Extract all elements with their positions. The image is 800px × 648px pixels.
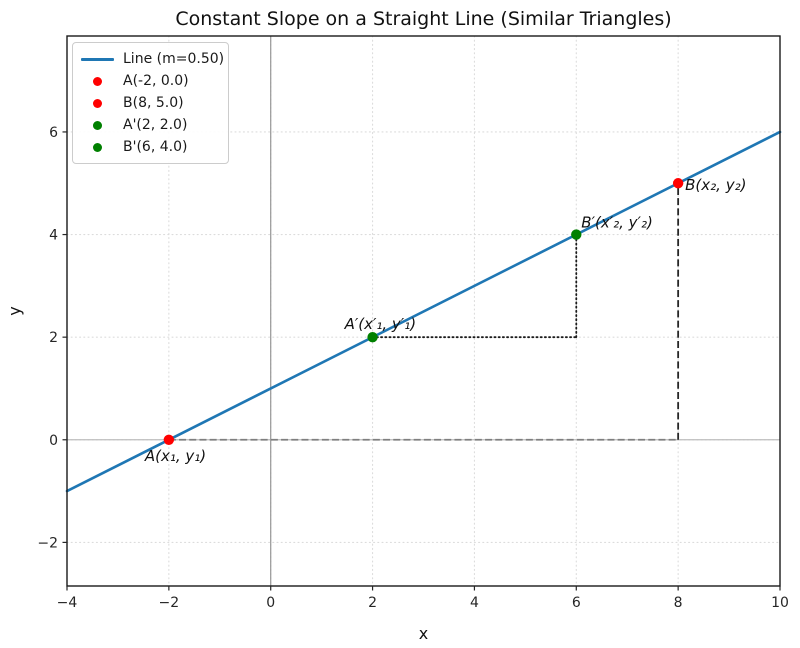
- y-tick-label: 4: [49, 228, 58, 244]
- legend-label: Line (m=0.50): [123, 51, 225, 67]
- legend-row: Line (m=0.50): [79, 48, 224, 70]
- point-annotation: A(x₁, y₁): [144, 447, 206, 465]
- y-axis-label: y: [5, 306, 24, 315]
- dot-swatch: [93, 120, 102, 130]
- legend-label: A(-2, 0.0): [123, 73, 189, 89]
- x-tick-label: 0: [266, 595, 275, 611]
- legend-dot-icon: [79, 142, 116, 152]
- slope-line: [65, 130, 782, 493]
- legend: Line (m=0.50) A(-2, 0.0) B(8, 5.0) A'(2, 2.…: [72, 42, 229, 164]
- legend-label: B(8, 5.0): [123, 95, 184, 111]
- x-tick-label: 6: [572, 595, 581, 611]
- y-tick-label: −2: [37, 535, 58, 551]
- y-tick-label: 2: [49, 330, 58, 346]
- point-annotation: B′(x′₂, y′₂): [581, 214, 653, 232]
- y-tick-label: 0: [49, 433, 58, 449]
- legend-line-icon: [79, 57, 116, 61]
- point-marker: [163, 434, 175, 445]
- x-tick-label: −2: [159, 595, 180, 611]
- legend-row: A'(2, 2.0): [79, 114, 220, 136]
- dot-swatch: [93, 98, 102, 108]
- legend-label: B'(6, 4.0): [123, 139, 188, 155]
- point-annotation: B(x₂, y₂): [685, 176, 746, 194]
- legend-row: A(-2, 0.0): [79, 70, 220, 92]
- x-tick-label: 2: [368, 595, 377, 611]
- point-marker: [672, 178, 684, 189]
- x-tick-label: 8: [674, 595, 683, 611]
- legend-label: A'(2, 2.0): [123, 117, 188, 133]
- point-marker: [367, 331, 378, 343]
- dot-swatch: [93, 142, 102, 152]
- point-annotation: A′(x′₁, y′₁): [344, 315, 417, 333]
- x-tick-label: 4: [470, 595, 479, 611]
- dot-swatch: [93, 76, 102, 86]
- legend-dot-icon: [79, 76, 116, 86]
- legend-dot-icon: [79, 98, 116, 108]
- x-tick-label: −4: [57, 595, 78, 611]
- line-swatch: [81, 57, 114, 61]
- legend-dot-icon: [79, 120, 116, 130]
- chart-title: Constant Slope on a Straight Line (Simil…: [175, 8, 672, 30]
- y-tick-label: 6: [49, 125, 58, 141]
- legend-row: B(8, 5.0): [79, 92, 220, 114]
- plot-border: [66, 35, 781, 587]
- legend-row: B'(6, 4.0): [79, 136, 220, 158]
- x-tick-label: 10: [771, 595, 789, 611]
- point-marker: [571, 229, 582, 240]
- x-axis-label: x: [419, 624, 428, 643]
